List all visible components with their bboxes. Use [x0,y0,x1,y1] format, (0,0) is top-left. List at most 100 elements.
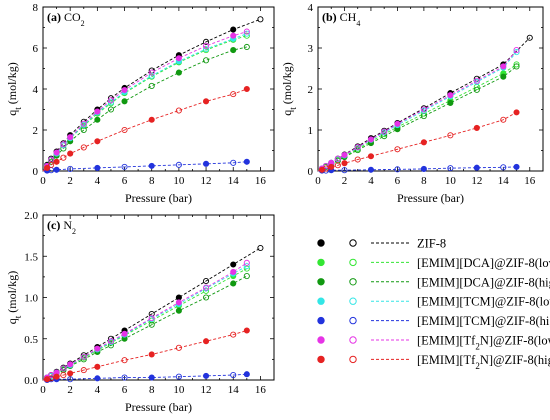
fit-line-tf2n_hi [42,330,247,381]
desorption-point-tf2n_lo [80,353,87,360]
adsorption-point-tf2n_hi [67,370,74,377]
desorption-point-dca_hi [107,342,114,349]
fit-line-tf2n_lo [317,49,517,172]
desorption-point-tf2n_hi [121,357,128,364]
adsorption-point-tf2n_hi [94,138,101,145]
y-tick-label: 2 [33,125,39,137]
adsorption-point-dca_hi [175,307,182,314]
desorption-point-tcm_hi [500,164,507,171]
desorption-point-dca_hi [473,86,480,93]
desorption-point-tf2n_hi [322,165,329,172]
adsorption-point-tf2n_hi [44,164,51,171]
fit-line-dca_hi [42,275,248,381]
adsorption-point-tf2n_hi [94,363,101,370]
desorption-point-tcm_hi [341,167,348,174]
x-tick-label: 16 [255,384,267,396]
desorption-point-tcm_lo [203,45,210,53]
legend-marker-open-dca_hi [349,278,357,286]
adsorption-point-dca_hi [121,98,128,105]
legend: ZIF-8 [EMIM][DCA]@ZIF-8(low) [EMIM][DCA]@Z… [317,237,550,371]
y-tick-label: 1.5 [24,251,38,263]
desorption-point-tcm_lo [243,30,250,37]
desorption-point-tcm_hi [67,376,74,383]
x-tick-label: 6 [395,175,401,187]
x-tick-label: 4 [368,175,374,187]
desorption-point-zif8 [203,38,210,45]
desorption-point-tf2n_lo [513,47,520,54]
legend-marker-filled-dca_lo [317,258,325,267]
adsorption-point-tf2n_hi [328,163,335,170]
x-tick-label: 14 [228,175,240,187]
x-tick-label: 6 [122,384,128,396]
desorption-point-tcm_hi [230,371,237,379]
desorption-point-zif8 [203,277,210,285]
adsorption-point-tf2n_lo [53,149,60,156]
adsorption-point-tf2n_hi [513,109,520,116]
y-tick-label: 1 [308,125,314,137]
adsorption-point-dca_hi [230,280,237,287]
desorption-point-tf2n_hi [80,367,87,374]
desorption-point-tcm_hi [394,166,401,173]
adsorption-point-tf2n_lo [367,136,374,143]
desorption-point-dca_hi [243,43,250,51]
desorption-point-tf2n_hi [500,116,507,123]
desorption-point-tcm_hi [175,161,182,168]
desorption-point-zif8 [526,34,533,41]
fit-line-tf2n_hi [317,111,517,172]
adsorption-point-tf2n_hi [473,124,480,131]
adsorption-point-tf2n_hi [243,85,250,93]
x-tick-label: 4 [95,175,101,187]
y-tick-label: 1.0 [24,293,38,305]
x-tick-label: 16 [255,175,267,187]
y-tick-label: 4 [308,2,314,14]
desorption-point-dca_lo [513,61,520,68]
adsorption-point-tf2n_hi [203,338,210,345]
x-tick-label: 2 [67,175,73,187]
fit-line-tcm_hi [317,166,517,172]
legend-marker-filled-zif8 [317,239,325,247]
fit-line-tf2n_lo [42,31,247,172]
panel-label: (c) N2 [47,218,76,236]
desorption-point-tcm_lo [513,49,520,56]
x-tick-label: 12 [201,175,212,187]
adsorption-point-tcm_hi [148,374,155,381]
y-tick-label: 0 [33,166,39,178]
y-tick-label: 8 [33,2,39,14]
plot-frame [317,6,544,172]
adsorption-point-tf2n_hi [341,160,348,167]
legend-marker-filled-tf2n_lo [317,336,325,344]
panel-co2: 0 2 4 6 8 10 12 14 16 0 2 4 6 8 Pressure (bar) qt (mol/… [5,2,275,205]
adsorption-point-dca_hi [94,116,101,123]
desorption-point-tf2n_hi [121,126,128,134]
desorption-point-dca_hi [107,106,114,113]
x-tick-label: 12 [471,175,482,187]
legend-label-dca_lo: [EMIM][DCA]@ZIF-8(low) [417,256,550,270]
desorption-point-zif8 [473,75,480,82]
y-tick-label: 4 [33,84,39,96]
adsorption-point-tf2n_lo [175,299,182,306]
plot-frame [42,6,275,172]
y-tick-label: 0.5 [24,334,38,346]
x-tick-label: 10 [173,384,185,396]
legend-marker-filled-tcm_lo [317,297,325,305]
legend-label-tcm_lo: [EMIM][TCM]@ZIF-8(low) [417,295,550,309]
fit-line-zif8 [317,37,531,172]
desorption-point-tf2n_hi [48,161,55,168]
adsorption-point-tf2n_lo [67,134,74,141]
y-tick-label: 0.0 [24,375,38,387]
adsorption-point-tf2n_hi [420,139,427,146]
panel-n2: 0 2 4 6 8 10 12 14 16 0.0 0.5 1.0 1.5 2.0 Pressure (ba… [5,210,275,414]
adsorption-point-tcm_hi [203,372,210,379]
desorption-point-tf2n_hi [230,331,237,338]
adsorption-point-tcm_hi [243,371,250,378]
desorption-point-dca_lo [243,265,250,272]
adsorption-point-tf2n_hi [67,150,74,157]
desorption-point-tf2n_hi [48,375,55,382]
x-tick-label: 6 [122,175,128,187]
desorption-point-tf2n_lo [243,28,250,35]
x-tick-label: 0 [315,175,321,187]
fit-line-zif8 [42,247,261,381]
desorption-point-dca_hi [381,133,388,140]
fit-line-tcm_hi [43,373,247,381]
